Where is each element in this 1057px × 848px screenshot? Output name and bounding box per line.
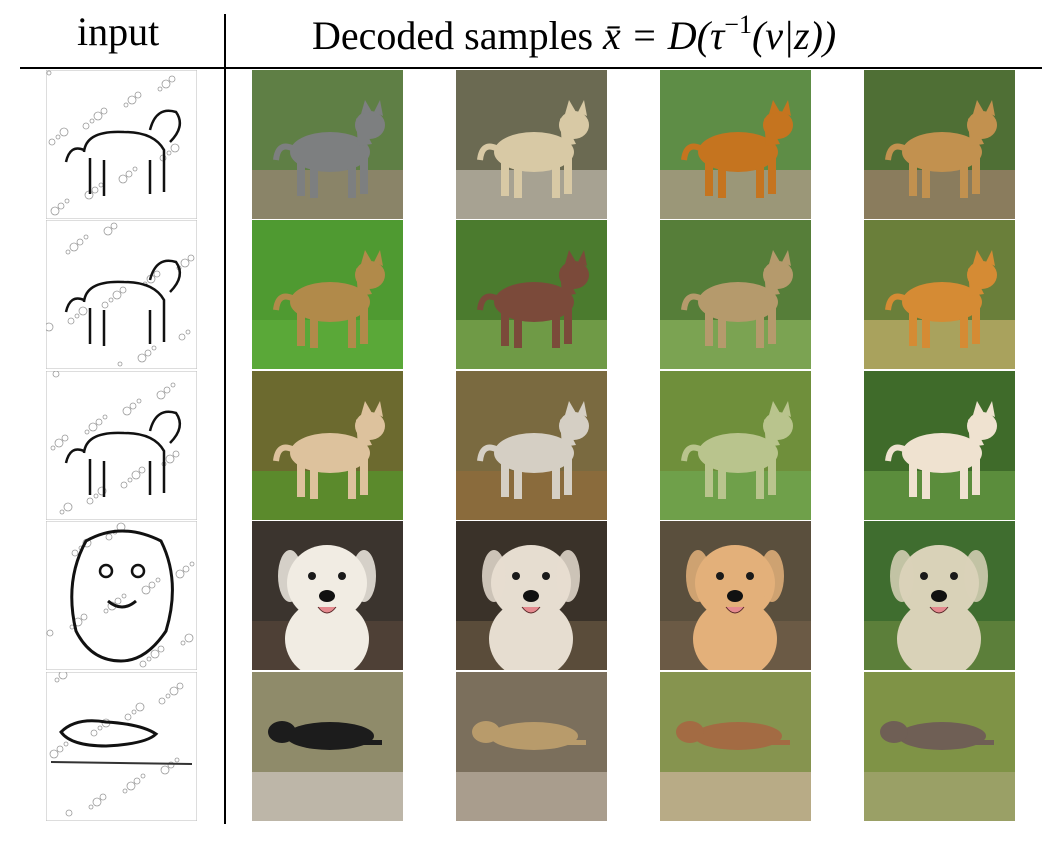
dog-edge-sketch-icon — [46, 220, 197, 369]
decoded-sample-r3-c1 — [252, 371, 403, 520]
lying-dog-sample-icon — [864, 672, 1015, 821]
decoded-formula-a: x̄ = D(τ — [603, 13, 725, 58]
decoded-sample-r2-c1 — [252, 220, 403, 369]
decoded-sample-r3-c2 — [456, 371, 607, 520]
dog-edge-sketch-icon — [46, 371, 197, 520]
decoded-sample-r1-c1 — [252, 70, 403, 219]
dog-face-sample-icon — [456, 521, 607, 670]
input-sketch-r3 — [46, 371, 197, 520]
decoded-sample-r4-c2 — [456, 521, 607, 670]
decoded-sample-r1-c2 — [456, 70, 607, 219]
dog-edge-sketch-icon — [46, 70, 197, 219]
input-sketch-r2 — [46, 220, 197, 369]
dog-sample-icon — [252, 70, 403, 219]
dog-sample-icon — [252, 371, 403, 520]
decoded-sample-r5-c3 — [660, 672, 811, 821]
column-header-input: input — [77, 9, 160, 54]
decoded-sample-r3-c3 — [660, 371, 811, 520]
dog-edge-sketch-icon — [46, 672, 197, 821]
dog-sample-icon — [660, 371, 811, 520]
lying-dog-sample-icon — [252, 672, 403, 821]
dog-sample-icon — [864, 371, 1015, 520]
dog-sample-icon — [456, 371, 607, 520]
decoded-sample-r1-c4 — [864, 70, 1015, 219]
decoded-sample-r5-c2 — [456, 672, 607, 821]
input-sketch-r1 — [46, 70, 197, 219]
decoded-sample-r3-c4 — [864, 371, 1015, 520]
lying-dog-sample-icon — [660, 672, 811, 821]
decoded-sample-r2-c2 — [456, 220, 607, 369]
header-rule — [20, 67, 1042, 69]
decoded-sample-r2-c4 — [864, 220, 1015, 369]
dog-sample-icon — [252, 220, 403, 369]
dog-sample-icon — [864, 220, 1015, 369]
decoded-sample-r5-c4 — [864, 672, 1015, 821]
decoded-sample-r4-c1 — [252, 521, 403, 670]
decoded-sample-r1-c3 — [660, 70, 811, 219]
dog-sample-icon — [456, 70, 607, 219]
input-sketch-r5 — [46, 672, 197, 821]
dog-face-sample-icon — [864, 521, 1015, 670]
dog-sample-icon — [660, 220, 811, 369]
dog-sample-icon — [456, 220, 607, 369]
column-divider — [224, 14, 226, 824]
decoded-sample-r4-c4 — [864, 521, 1015, 670]
column-header-decoded: Decoded samples x̄ = D(τ−1(v|z)) — [312, 12, 836, 56]
decoded-formula-b: (v|z)) — [751, 13, 837, 58]
decoded-sample-r5-c1 — [252, 672, 403, 821]
decoded-sample-r2-c3 — [660, 220, 811, 369]
decoded-label-text: Decoded samples — [312, 13, 604, 58]
dog-sample-icon — [864, 70, 1015, 219]
decoded-formula-sup: −1 — [724, 10, 752, 39]
dog-sample-icon — [660, 70, 811, 219]
lying-dog-sample-icon — [456, 672, 607, 821]
dog-face-sample-icon — [660, 521, 811, 670]
dog-edge-sketch-icon — [46, 521, 197, 670]
decoded-sample-r4-c3 — [660, 521, 811, 670]
dog-face-sample-icon — [252, 521, 403, 670]
input-sketch-r4 — [46, 521, 197, 670]
